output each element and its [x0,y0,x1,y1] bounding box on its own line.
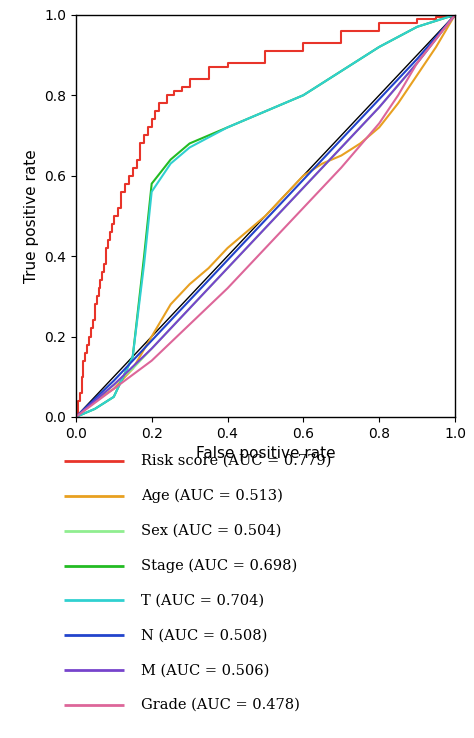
Y-axis label: True positive rate: True positive rate [24,149,38,283]
Text: Sex (AUC = 0.504): Sex (AUC = 0.504) [141,524,282,538]
Text: Grade (AUC = 0.478): Grade (AUC = 0.478) [141,698,300,712]
Text: N (AUC = 0.508): N (AUC = 0.508) [141,628,268,642]
Text: Age (AUC = 0.513): Age (AUC = 0.513) [141,489,283,503]
Text: Risk score (AUC = 0.779): Risk score (AUC = 0.779) [141,454,332,468]
Text: T (AUC = 0.704): T (AUC = 0.704) [141,593,264,607]
X-axis label: False positive rate: False positive rate [196,446,335,461]
Text: M (AUC = 0.506): M (AUC = 0.506) [141,663,270,677]
Text: Stage (AUC = 0.698): Stage (AUC = 0.698) [141,559,298,573]
